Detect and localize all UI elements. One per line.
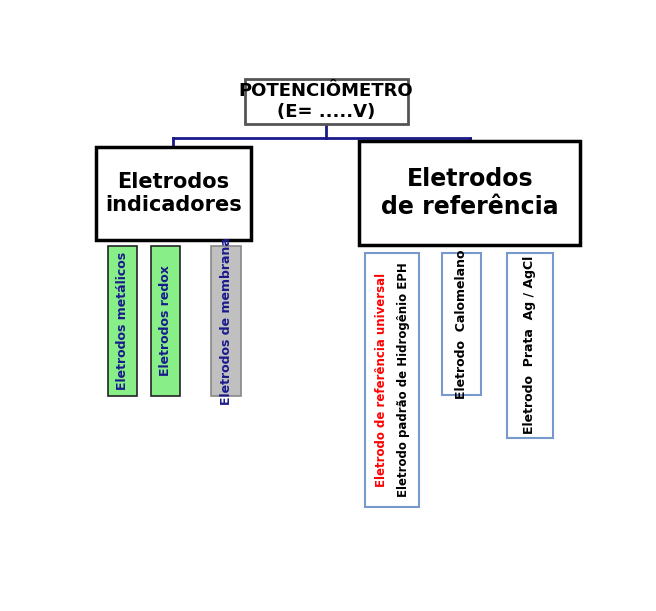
Text: Eletrodo padrão de Hidrogênio EPH: Eletrodo padrão de Hidrogênio EPH — [398, 262, 411, 497]
Text: Eletrodos
de referência: Eletrodos de referência — [381, 167, 559, 219]
FancyBboxPatch shape — [506, 253, 553, 437]
FancyBboxPatch shape — [359, 141, 581, 245]
Text: Eletrodo  Prata  Ag / AgCl: Eletrodo Prata Ag / AgCl — [523, 256, 537, 434]
Text: Eletrodo  Calomelano: Eletrodo Calomelano — [455, 249, 468, 399]
Text: Eletrodos redox: Eletrodos redox — [159, 265, 172, 376]
Text: Eletrodo de referência universal: Eletrodo de referência universal — [375, 273, 388, 487]
FancyBboxPatch shape — [108, 246, 137, 396]
Text: Eletrodos de membrana: Eletrodos de membrana — [220, 237, 233, 405]
Text: Eletrodos
indicadores: Eletrodos indicadores — [105, 172, 242, 215]
FancyBboxPatch shape — [96, 147, 251, 240]
FancyBboxPatch shape — [442, 253, 481, 395]
FancyBboxPatch shape — [365, 253, 419, 507]
Text: POTENCIÔMETRO
(E= .....V): POTENCIÔMETRO (E= .....V) — [239, 82, 413, 121]
FancyBboxPatch shape — [151, 246, 180, 396]
FancyBboxPatch shape — [211, 246, 241, 396]
FancyBboxPatch shape — [245, 79, 407, 124]
Text: Eletrodos metálicos: Eletrodos metálicos — [116, 252, 129, 390]
